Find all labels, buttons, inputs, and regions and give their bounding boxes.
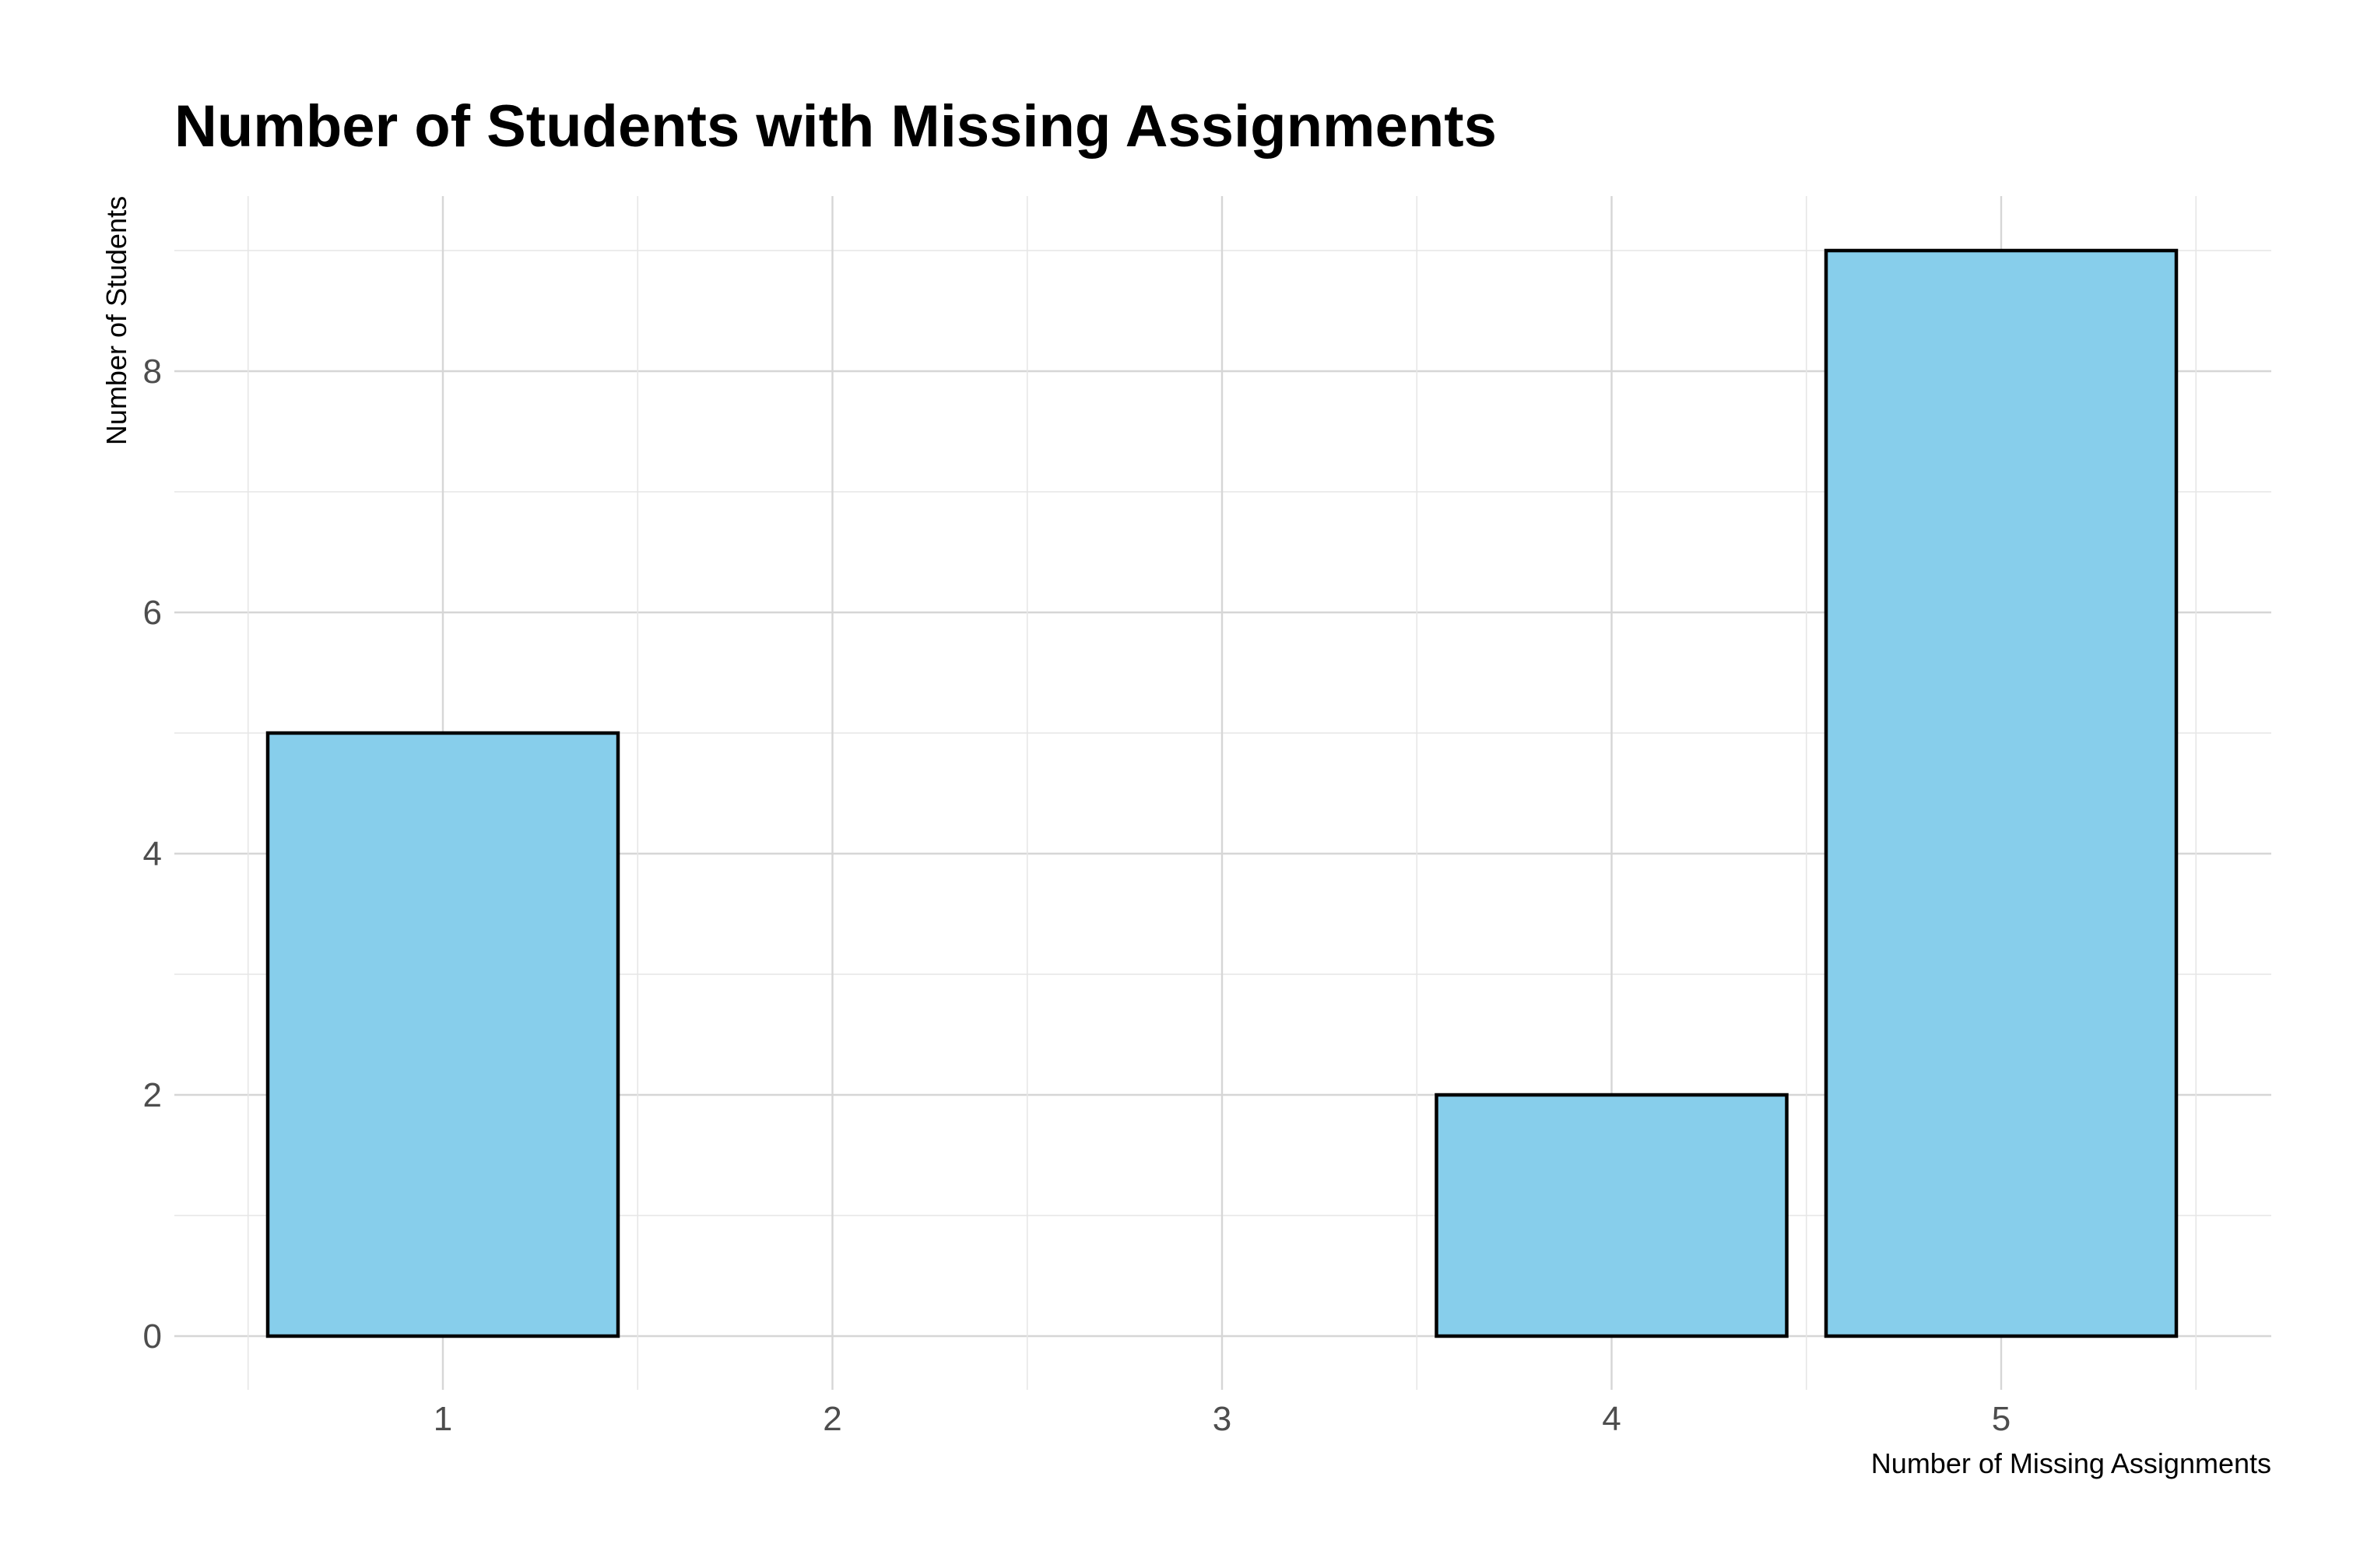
x-axis-ticks: 1 2 3 4 5: [434, 1400, 2011, 1438]
x-tick-label: 5: [1992, 1400, 2011, 1438]
y-tick-label: 2: [143, 1076, 162, 1114]
y-tick-label: 8: [143, 353, 162, 391]
bar-4: [1435, 1093, 1789, 1338]
x-tick-label: 4: [1602, 1400, 1621, 1438]
x-tick-label: 1: [434, 1400, 452, 1438]
x-tick-label: 2: [823, 1400, 841, 1438]
y-tick-label: 0: [143, 1317, 162, 1356]
chart-title: Number of Students with Missing Assignme…: [174, 93, 1497, 160]
x-tick-label: 3: [1213, 1400, 1231, 1438]
y-tick-label: 6: [143, 594, 162, 632]
y-tick-label: 4: [143, 835, 162, 873]
x-axis-title: Number of Missing Assignments: [1871, 1447, 2271, 1479]
bars: [265, 248, 2179, 1338]
bar-1: [265, 731, 620, 1338]
y-axis-ticks: 0 2 4 6 8: [143, 353, 162, 1356]
bar-5: [1824, 248, 2179, 1338]
y-axis-title: Number of Students: [100, 196, 132, 445]
